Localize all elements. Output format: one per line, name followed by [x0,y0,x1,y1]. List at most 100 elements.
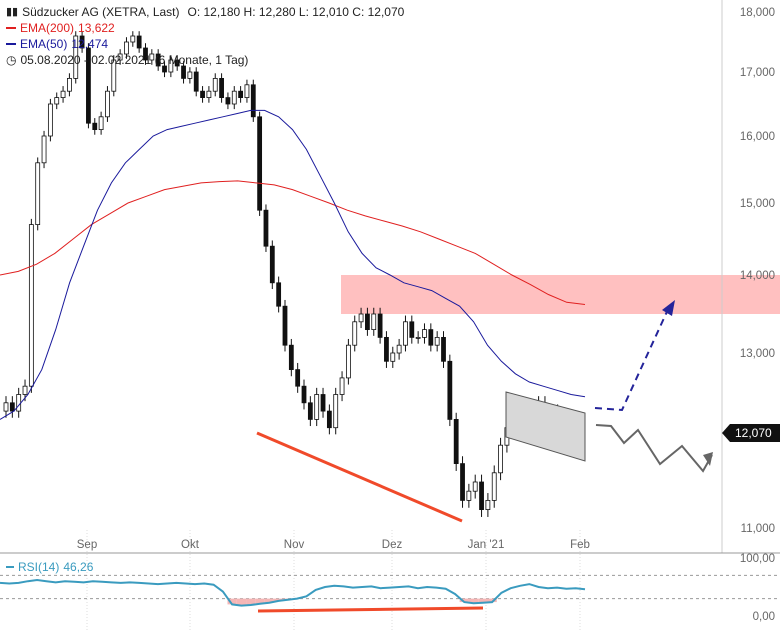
candle-body [200,90,205,98]
candle-body [466,490,472,501]
rsi-oversold-fill [246,598,256,605]
x-tick-label: Okt [181,539,200,551]
candle-body [365,313,370,330]
ema200-value: 13,622 [78,21,115,35]
y-tick-label: 17,000 [740,67,775,79]
candle-body [358,313,364,323]
candle-body [98,116,104,131]
legend-ema50: EMA(50) 12,474 [6,36,404,52]
candle-body [47,103,53,137]
bar-chart-icon: ▮▮ [6,6,19,18]
candle-body [352,321,358,346]
y-tick-label: 13,000 [740,348,775,360]
candle-body [130,35,136,43]
candle-body [181,65,186,79]
chart-legend: ▮▮ Südzucker AG (XETRA, Last) O: 12,180 … [6,4,404,68]
candle-body [225,97,231,105]
projection-alt-arrowhead [703,452,713,466]
candle-body [307,402,313,420]
candle-body [269,245,275,284]
candle-body [67,78,72,92]
candle-body [41,135,47,164]
rsi-oversold-fill [236,598,247,606]
candle-body [415,336,421,339]
candle-body [174,59,180,67]
candle-body [326,410,332,429]
legend-title-row: ▮▮ Südzucker AG (XETRA, Last) O: 12,180 … [6,4,404,20]
candle-body [320,394,326,412]
legend-range: ◷ 05.08.2020 - 02.02.2021 (6 Monate, 1 T… [6,52,404,68]
rsi-oversold-fill [273,598,284,601]
candle-body [282,305,288,346]
candle-body [162,65,167,73]
y-tick-label: 11,000 [741,523,775,535]
rsi-tick-label: 100,00 [740,553,775,565]
y-tick-label: 16,000 [740,131,775,143]
clock-icon: ◷ [6,53,17,67]
candle-body [422,329,427,338]
candle-body [219,78,224,99]
candle-body [35,162,41,226]
rsi-value: 46,26 [63,560,94,574]
candle-body [92,122,98,130]
candle-body [301,385,307,404]
candle-body [136,35,142,49]
candle-body [377,313,383,338]
rsi-oversold-fill [459,598,469,603]
candle-body [117,53,123,61]
rsi-panel: 100,00 0,00 [0,553,780,623]
candle-body [149,53,155,61]
candle-body [460,463,465,501]
ohlc-values: O: 12,180 H: 12,280 L: 12,010 C: 12,070 [187,5,405,19]
candle-body [263,209,269,247]
rsi-legend: RSI(14) 46,26 [6,560,93,574]
candle-body [3,402,9,412]
candle-body [79,35,85,49]
candle-body [371,313,377,330]
rsi-oversold-fill [487,598,497,603]
candle-body [276,282,282,307]
projection-up-arrowhead [662,300,675,316]
date-range: 05.08.2020 - 02.02.2021 (6 Monate, 1 Tag… [20,53,249,67]
candle-body [28,224,34,387]
x-tick-label: Feb [570,539,590,551]
legend-ema200: EMA(200) 13,622 [6,20,404,36]
candle-body [168,59,174,73]
x-tick-label: Jan '21 [468,539,505,551]
candle-body [143,47,148,61]
candle-body [231,90,237,105]
candle-body [111,59,117,92]
candle-body [206,90,212,98]
candle-body [244,84,250,99]
rsi-swatch [6,566,14,568]
y-tick-label: 14,000 [740,270,775,282]
y-tick-label: 18,000 [740,7,775,19]
candle-body [472,481,478,492]
candle-body [257,116,263,211]
ema200-line [0,180,586,305]
ema200-label: EMA(200) [20,21,75,35]
projection-up-arrow [594,304,671,412]
candle-body [73,35,79,79]
candle-body [54,97,60,105]
candle-body [9,402,15,412]
time-axis: Sep Okt Nov Dez Jan '21 Feb [0,539,780,554]
ema50-swatch [6,43,16,45]
rsi-line [0,578,586,607]
rsi-oversold-fill [478,598,488,603]
candle-body [212,78,218,92]
last-price-label: 12,070 [735,426,772,440]
x-tick-label: Sep [77,539,97,551]
candle-body [333,394,339,429]
candle-body [295,369,301,387]
candle-body [339,377,345,395]
consolidation-channel [505,391,586,462]
candle-body [187,71,193,79]
candle-body [409,321,415,338]
rsi-oversold-fill [255,598,265,604]
candle-body [86,47,91,124]
candle-body [498,444,503,474]
rsi-label: RSI(14) [18,560,60,574]
candle-body [345,344,351,379]
